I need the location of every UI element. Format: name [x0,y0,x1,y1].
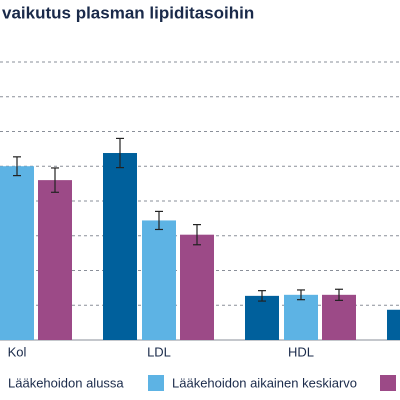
bar [245,295,279,340]
x-tick-label: Kol [8,344,27,359]
bar [142,220,176,340]
bar [387,309,400,340]
bar [180,234,214,340]
legend-swatch [148,375,164,391]
chart-title: vaikutus plasman lipiditasoihin [2,3,254,22]
legend-label: Lääkehoidon alussa [8,375,124,390]
legend-swatch [380,375,396,391]
bar [322,294,356,340]
x-tick-label: LDL [147,344,171,359]
bar [103,153,137,340]
x-tick-label: HDL [288,344,314,359]
bar [0,166,34,340]
bar [38,180,72,340]
bar [284,294,318,340]
legend-label: Lääkehoidon aikainen keskiarvo [172,375,357,390]
